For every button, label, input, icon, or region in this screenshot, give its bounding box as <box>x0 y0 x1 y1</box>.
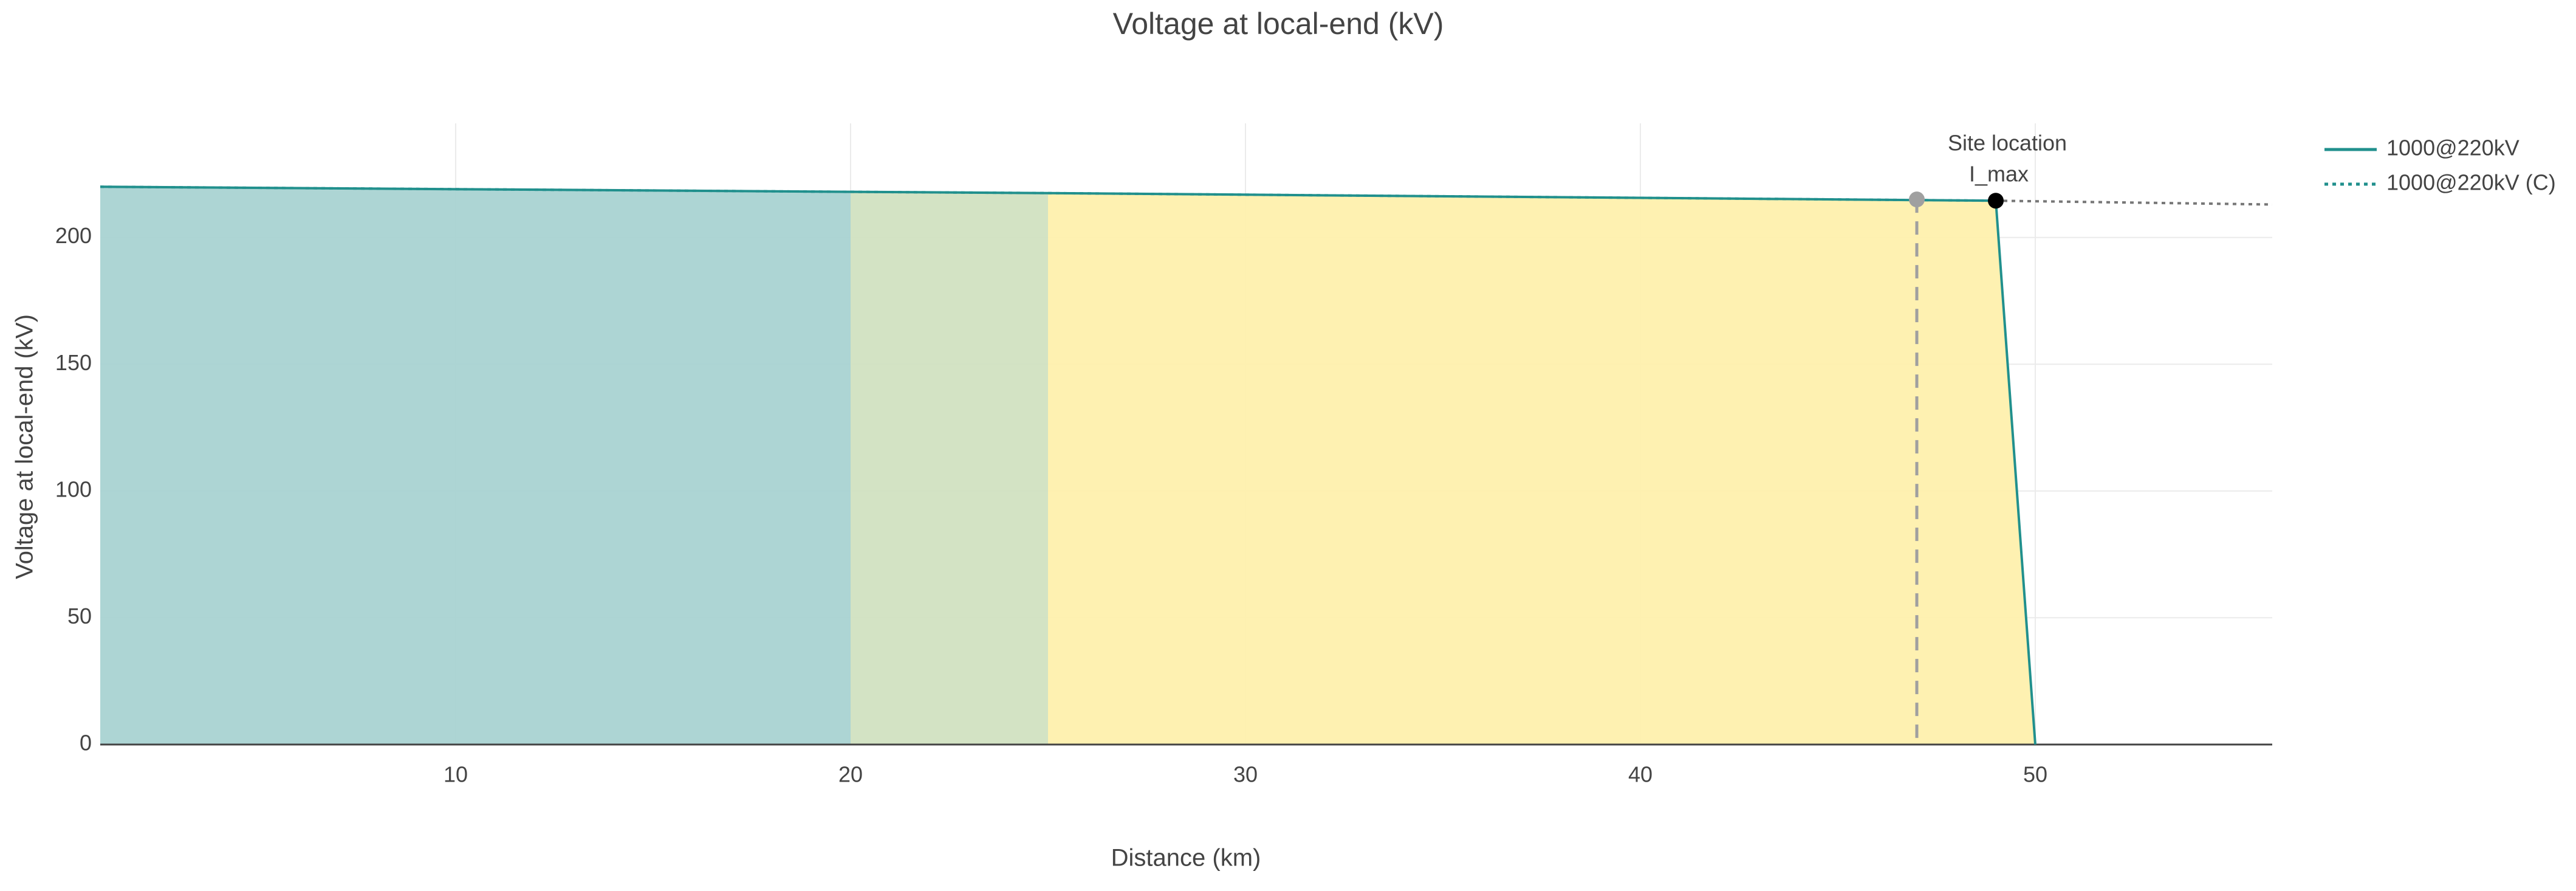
point-marker <box>1909 191 1925 208</box>
y-axis-title: Voltage at local-end (kV) <box>12 314 38 579</box>
point-marker <box>1988 193 2004 209</box>
y-tick-label: 0 <box>80 731 92 755</box>
region-fill <box>100 187 851 745</box>
point-annotation: Site location <box>1948 131 2067 156</box>
x-axis-title: Distance (km) <box>1111 845 1261 872</box>
region-fill <box>851 191 1048 745</box>
x-tick-label: 10 <box>444 762 468 787</box>
y-tick-label: 100 <box>55 476 92 501</box>
series-line <box>1995 199 2273 206</box>
legend-label: 1000@220kV (C) <box>2386 170 2556 195</box>
y-tick-label: 50 <box>67 604 92 628</box>
x-tick-label: 20 <box>838 762 863 787</box>
region-fill <box>1048 193 2035 745</box>
legend-label: 1000@220kV <box>2386 136 2519 160</box>
x-tick-label: 30 <box>1233 762 1258 787</box>
chart-title: Voltage at local-end (kV) <box>1113 7 1444 41</box>
y-tick-label: 200 <box>55 223 92 248</box>
series-line <box>100 185 1996 202</box>
y-tick-label: 150 <box>55 350 92 375</box>
point-annotation: I_max <box>1969 162 2029 187</box>
x-tick-label: 40 <box>1628 762 1653 787</box>
x-tick-label: 50 <box>2023 762 2047 787</box>
